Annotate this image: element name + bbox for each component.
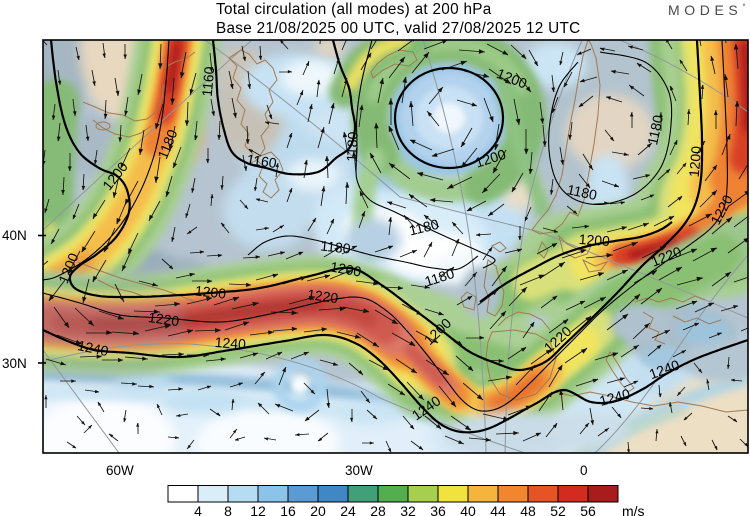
svg-text:1200: 1200 <box>686 145 705 178</box>
svg-text:1200: 1200 <box>329 258 363 279</box>
svg-text:1220: 1220 <box>306 286 339 306</box>
svg-text:1160: 1160 <box>246 151 278 171</box>
svg-text:1200: 1200 <box>194 282 227 301</box>
svg-text:1240: 1240 <box>598 385 632 409</box>
svg-text:1180: 1180 <box>320 237 352 256</box>
svg-text:1200: 1200 <box>578 231 610 249</box>
svg-text:1240: 1240 <box>76 337 110 359</box>
svg-text:1160: 1160 <box>199 66 218 98</box>
svg-text:1220: 1220 <box>147 309 180 329</box>
svg-text:1240: 1240 <box>214 334 246 352</box>
svg-text:1180: 1180 <box>566 181 599 203</box>
